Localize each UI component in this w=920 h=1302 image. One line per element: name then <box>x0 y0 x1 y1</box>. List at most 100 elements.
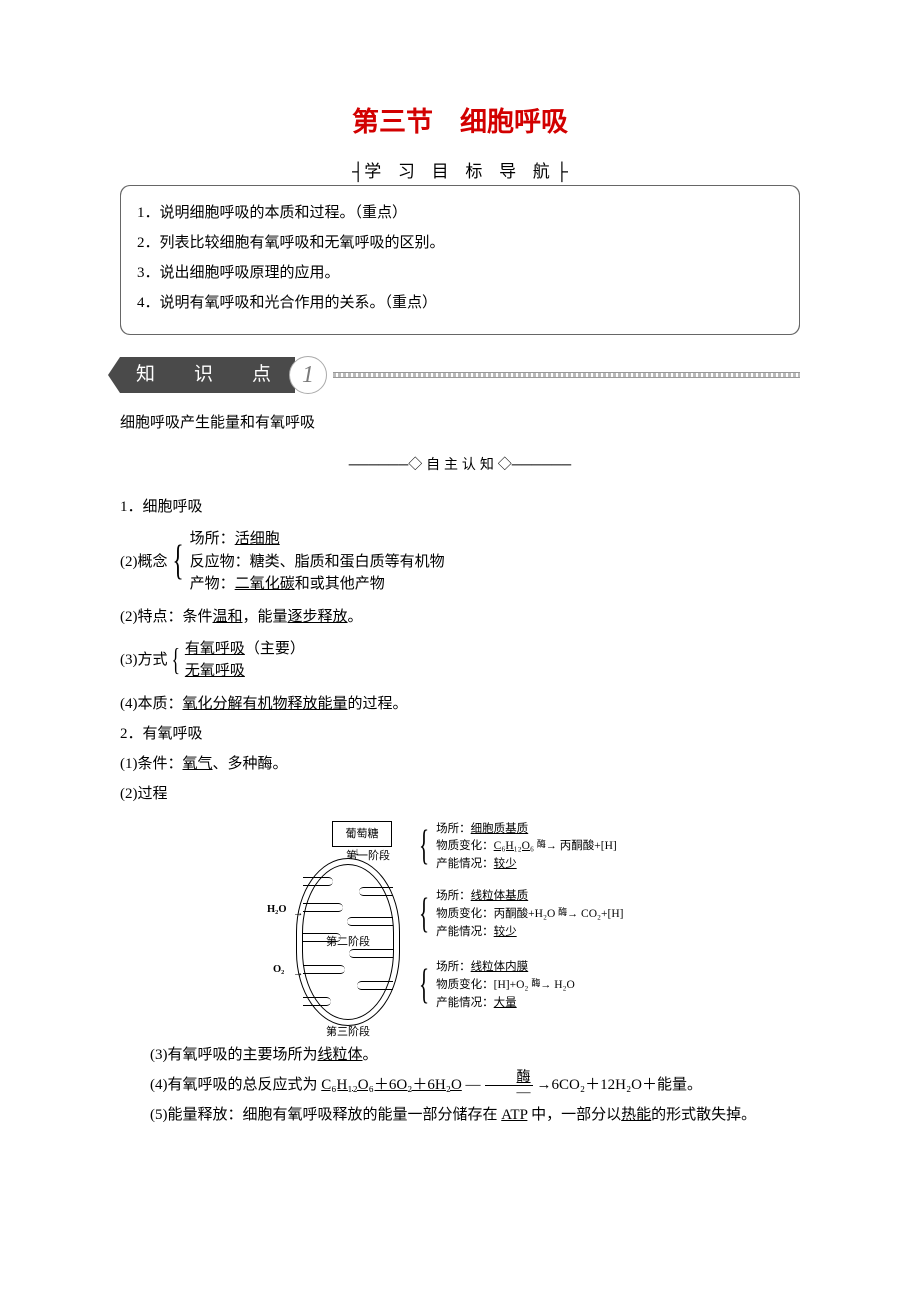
brace-icon: { <box>419 968 429 1004</box>
er-b: 中，一部分以 <box>527 1107 621 1123</box>
diagram-wrap: 葡萄糖 ↓ 第一阶段 H₂O <box>120 821 800 1026</box>
energy-release-line: (5)能量释放：细胞有氧呼吸释放的能量一部分储存在 ATP 中，一部分以热能的形… <box>120 1100 800 1130</box>
s1-loc-u: 细胞质基质 <box>471 823 529 835</box>
s2-eng-u: 较少 <box>494 926 517 938</box>
s1-mat-a: 物质变化： <box>436 840 494 852</box>
objective-4: 4．说明有氧呼吸和光合作用的关系。（重点） <box>137 288 783 318</box>
brace-icon: { <box>171 646 179 673</box>
essence-u: 氧化分解有机物释放能量 <box>183 696 348 712</box>
knowledge-point-number: 1 <box>289 356 327 394</box>
eq-u1: C₆H₁₂O₆＋6O₂＋6H₂O <box>321 1077 462 1093</box>
s2-loc-a: 场所： <box>436 890 471 902</box>
loc3-a: (3)有氧呼吸的主要场所为 <box>150 1047 318 1063</box>
s2-loc-u: 线粒体基质 <box>471 890 529 902</box>
info-column: { 场所：细胞质基质 物质变化：C₆H₁₂O₆ 酶→ 丙酮酸+[H] 产能情况：… <box>414 821 634 1019</box>
er-c: 的形式散失掉。 <box>651 1107 756 1123</box>
s1-loc-a: 场所： <box>436 823 471 835</box>
s2-mat-a: 物质变化：丙酮酸+H₂O <box>436 908 558 920</box>
cond-u: 氧气 <box>183 756 213 772</box>
glucose-box: 葡萄糖 <box>332 821 392 847</box>
h2o-label: H₂O <box>267 899 286 920</box>
s3-eng-u: 大量 <box>494 997 517 1009</box>
feature-c: 。 <box>348 609 363 625</box>
main-location-line: (3)有氧呼吸的主要场所为线粒体。 <box>120 1040 800 1070</box>
feature-line: (2)特点：条件温和，能量逐步释放。 <box>120 602 800 632</box>
s1-eng-a: 产能情况： <box>436 858 494 870</box>
feature-a: (2)特点：条件 <box>120 609 213 625</box>
s3-enz: 酶 <box>531 978 540 988</box>
cond-a: (1)条件： <box>120 756 183 772</box>
essence-b: 的过程。 <box>348 696 408 712</box>
s1-eng-u: 较少 <box>494 858 517 870</box>
s2-mat-b: CO₂+[H] <box>578 908 623 920</box>
essence-a: (4)本质： <box>120 696 183 712</box>
s3-mat-a: 物质变化：[H]+O₂ <box>436 979 531 991</box>
eq-mid: — <box>462 1077 481 1093</box>
nav-header-text: 学 习 目 标 导 航 <box>364 162 556 181</box>
feature-u1: 温和 <box>213 609 243 625</box>
self-learn-divider: ──────◇ 自 主 认 知 ◇────── <box>120 450 800 478</box>
eq-tail: 6CO₂＋12H₂O＋能量 <box>552 1077 687 1093</box>
mode-label: (3)方式 <box>120 645 168 675</box>
process-label: (2)过程 <box>120 779 800 809</box>
mito-column: 葡萄糖 ↓ 第一阶段 H₂O <box>286 821 406 1026</box>
stage2-info: { 场所：线粒体基质 物质变化：丙酮酸+H₂O 酶→ CO₂+[H] 产能情况：… <box>414 888 634 941</box>
nav-header: ┤学 习 目 标 导 航├ <box>120 157 800 182</box>
knowledge-point-flag: 知 识 点 <box>120 357 295 393</box>
mode-l1b: （主要） <box>245 641 305 657</box>
mitochondria-diagram: 葡萄糖 ↓ 第一阶段 H₂O <box>286 821 634 1026</box>
er-u2: 热能 <box>621 1107 651 1123</box>
section-1-title: 1．细胞呼吸 <box>120 492 800 522</box>
concept-l3a: 产物： <box>190 576 235 592</box>
eq-a: (4)有氧呼吸的总反应式为 <box>150 1077 321 1093</box>
concept-l3b: 二氧化碳 <box>235 576 295 592</box>
body-text: 细胞呼吸产生能量和有氧呼吸 ──────◇ 自 主 认 知 ◇────── 1．… <box>120 408 800 1130</box>
eq-arrow: → <box>537 1077 552 1093</box>
objectives-box: 1．说明细胞呼吸的本质和过程。（重点） 2．列表比较细胞有氧呼吸和无氧呼吸的区别… <box>120 186 800 334</box>
knowledge-point-header: 知 识 点 1 <box>120 356 800 394</box>
s3-loc-a: 场所： <box>436 961 471 973</box>
concept-l2: 反应物：糖类、脂质和蛋白质等有机物 <box>190 551 445 574</box>
s1-mat-b: 丙酮酸+[H] <box>557 840 617 852</box>
stage3-info: { 场所：线粒体内膜 物质变化：[H]+O₂ 酶→ H₂O 产能情况：大量 <box>414 959 634 1012</box>
concept-l1a: 场所： <box>190 531 235 547</box>
objective-3: 3．说出细胞呼吸原理的应用。 <box>137 258 783 288</box>
stage1-info: { 场所：细胞质基质 物质变化：C₆H₁₂O₆ 酶→ 丙酮酸+[H] 产能情况：… <box>414 821 634 874</box>
mode-l2: 无氧呼吸 <box>185 663 245 679</box>
mode-row: (3)方式 { 有氧呼吸（主要） 无氧呼吸 <box>120 638 800 683</box>
brace-icon: { <box>172 544 183 580</box>
s3-loc-u: 线粒体内膜 <box>471 961 529 973</box>
concept-l3c: 和或其他产物 <box>295 576 385 592</box>
eq-enz-bot: — <box>485 1085 533 1100</box>
stage3-label: 第三阶段 <box>326 1021 370 1043</box>
s1-enz: 酶 <box>537 839 546 849</box>
kp-title: 细胞呼吸产生能量和有氧呼吸 <box>120 408 800 438</box>
er-u1: ATP <box>501 1107 527 1123</box>
stage2-label: 第二阶段 <box>326 931 370 953</box>
s2-enz: 酶 <box>558 907 567 917</box>
page: 第三节 细胞呼吸 ┤学 习 目 标 导 航├ 1．说明细胞呼吸的本质和过程。（重… <box>0 0 920 1302</box>
brace-icon: { <box>419 897 429 933</box>
objective-1: 1．说明细胞呼吸的本质和过程。（重点） <box>137 198 783 228</box>
section-2-title: 2．有氧呼吸 <box>120 719 800 749</box>
concept-content: 场所：活细胞 反应物：糖类、脂质和蛋白质等有机物 产物：二氧化碳和或其他产物 <box>190 528 445 596</box>
mode-l1: 有氧呼吸 <box>185 641 245 657</box>
s3-eng-a: 产能情况： <box>436 997 494 1009</box>
er-a: (5)能量释放：细胞有氧呼吸释放的能量一部分储存在 <box>150 1107 501 1123</box>
brace-icon: { <box>419 829 429 865</box>
feature-b: ，能量 <box>243 609 288 625</box>
concept-row: (2)概念 { 场所：活细胞 反应物：糖类、脂质和蛋白质等有机物 产物：二氧化碳… <box>120 528 800 596</box>
mode-content: 有氧呼吸（主要） 无氧呼吸 <box>185 638 305 683</box>
s1-mat-u: C₆H₁₂O₆ <box>494 840 534 852</box>
feature-u2: 逐步释放 <box>288 609 348 625</box>
page-title: 第三节 细胞呼吸 <box>120 100 800 139</box>
knowledge-point-rule <box>333 372 800 378</box>
loc3-u: 线粒体 <box>318 1047 363 1063</box>
condition-line: (1)条件：氧气、多种酶。 <box>120 749 800 779</box>
s3-mat-b: H₂O <box>551 979 575 991</box>
eq-enz-top: 酶 <box>485 1071 533 1085</box>
s2-eng-a: 产能情况： <box>436 926 494 938</box>
objective-2: 2．列表比较细胞有氧呼吸和无氧呼吸的区别。 <box>137 228 783 258</box>
eq-end: 。 <box>687 1077 702 1093</box>
enzyme-fraction: 酶— <box>485 1071 533 1100</box>
